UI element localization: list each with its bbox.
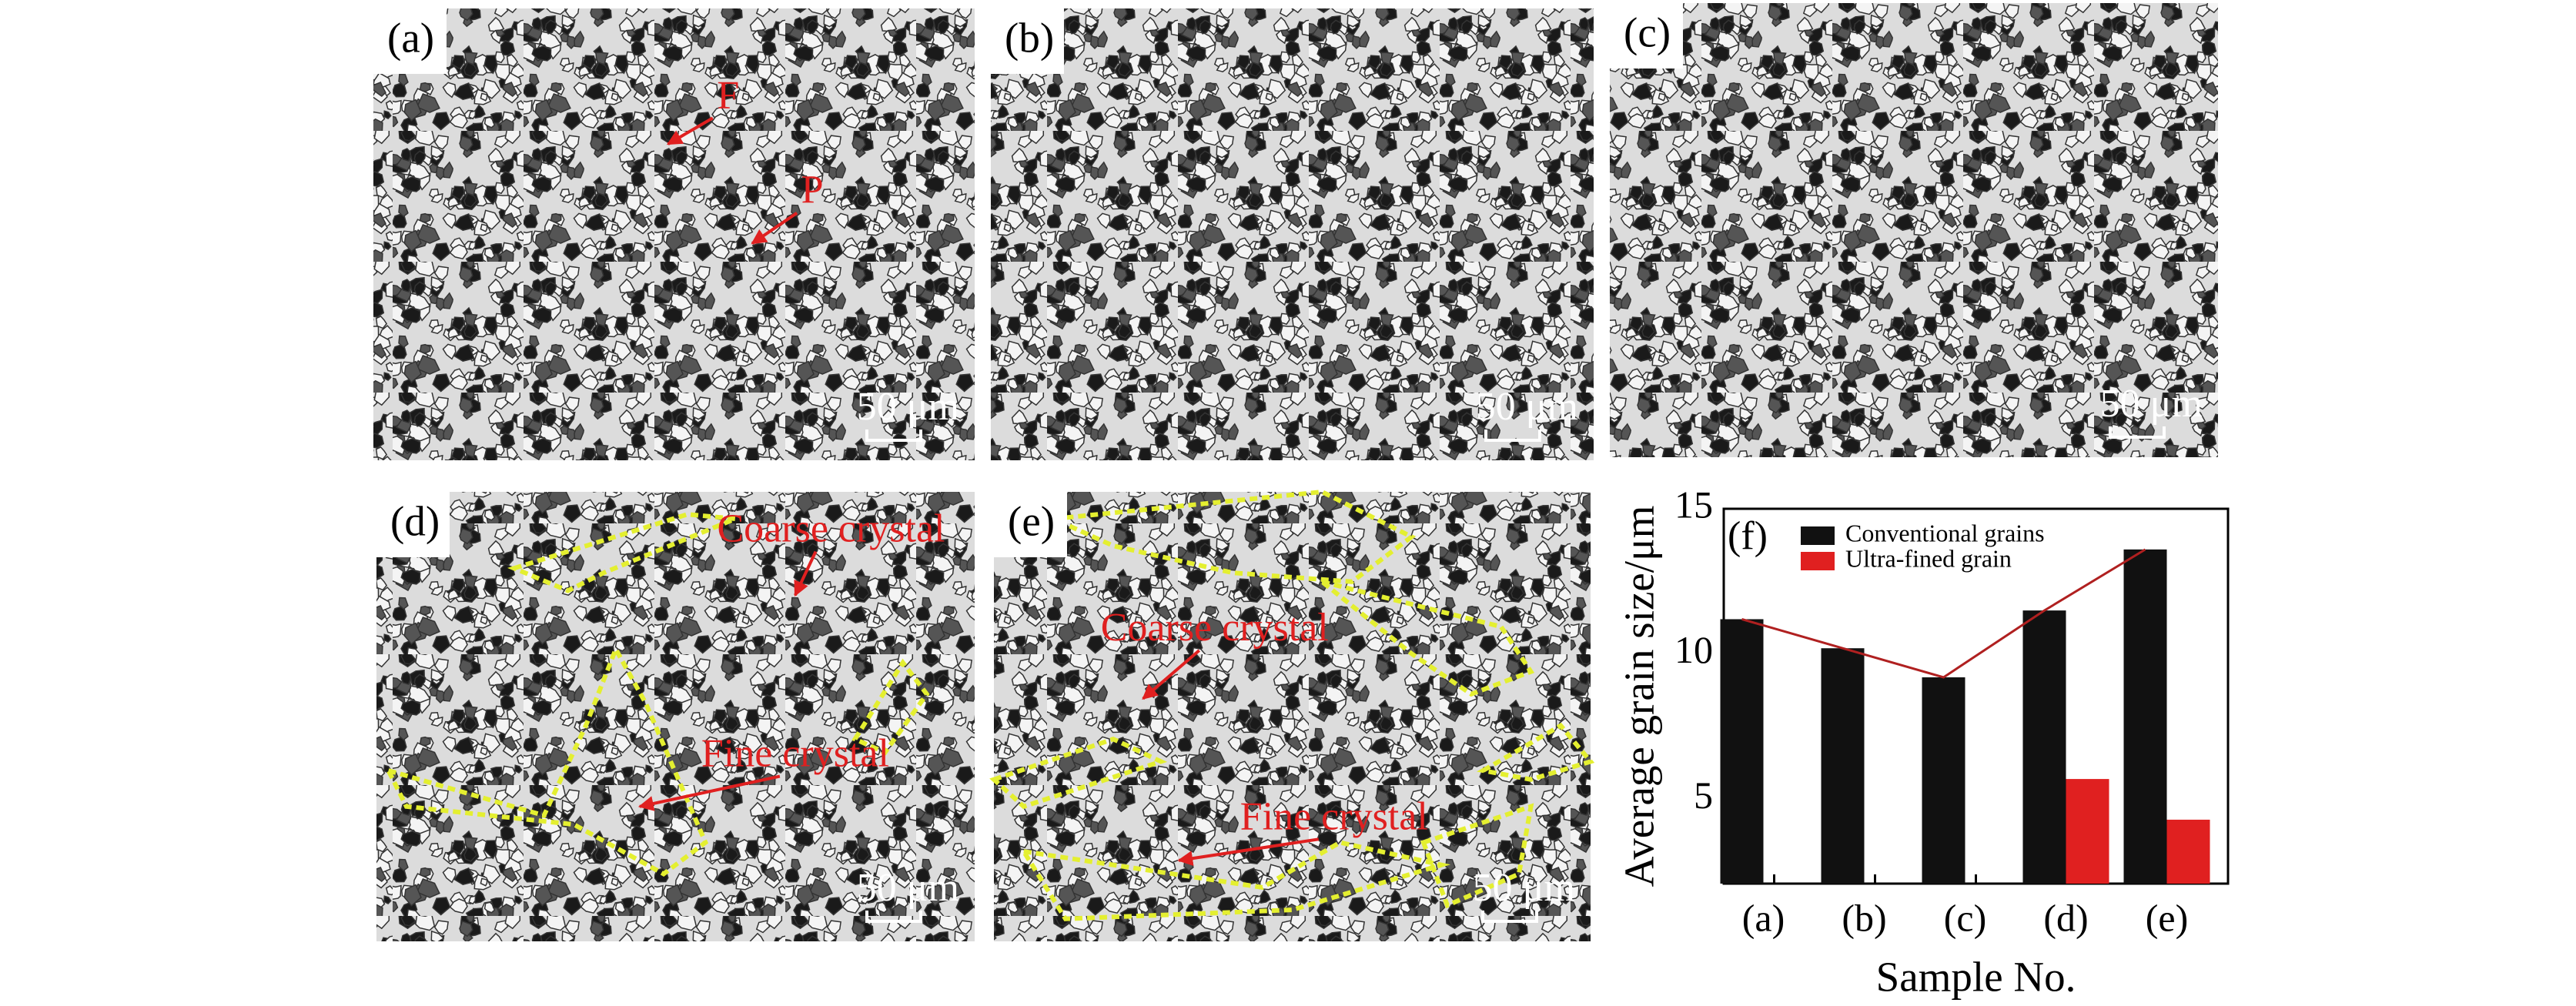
annotation-arrow [666,116,714,145]
panel-label: (c) [1624,9,1671,56]
micrograph [991,8,1594,460]
annotation: Fine crystal [1240,794,1428,838]
x-tick-label: (c) [1944,896,1987,939]
annotation: P [801,169,824,212]
bar [2123,549,2167,884]
x-tick-label: (a) [1742,896,1785,939]
scale-bar [1484,429,1541,442]
region-outline [1045,489,1417,584]
annotation: Fine crystal [701,731,889,775]
y-tick-label: 5 [1694,774,1713,817]
micrograph-panel: (e) 50 μm Coarse crystal Fine crystal [989,489,1595,941]
region-outline [851,658,930,756]
x-tick-label: (b) [1842,896,1886,939]
region-outline [383,643,709,877]
annotation-arrow [751,212,798,245]
label-box [376,492,450,557]
x-tick-label: (e) [2146,896,2189,939]
scale-text: 50 μm [1473,866,1575,910]
micrograph-panel: (b) 50 μm [991,8,1594,460]
annotation-arrow [1177,837,1320,867]
label-box [1610,3,1683,69]
panel-label: (a) [387,15,434,62]
trend-line [1741,548,2146,679]
micrograph [373,8,975,460]
scale-bar [865,911,922,923]
annotation-arrow [637,774,781,811]
bar [1922,677,1965,884]
bar [2022,610,2066,884]
bar [1720,619,1764,884]
scale-bar [865,429,922,442]
region-outline [1320,579,1535,697]
micrograph [994,492,1591,941]
annotation: Coarse crystal [1101,606,1329,650]
scale-text: 50 μm [857,866,959,910]
legend-label: Ultra-fined grain [1845,544,2012,572]
label-box [1726,511,1788,565]
y-tick-label: 15 [1674,483,1713,526]
label-box [373,8,447,74]
panel-label: (d) [390,498,440,545]
legend-label: Conventional grains [1845,519,2045,546]
annotation-arrow [1142,649,1201,700]
legend-swatch [1801,526,1835,545]
panel-label: (b) [1005,15,1054,62]
label-box [991,8,1064,74]
panel-label: (f) [1728,514,1768,558]
region-outline [989,736,1168,810]
y-axis-title: Average grain size/μm [1616,506,1663,887]
panel-label: (e) [1008,498,1055,545]
micrograph-panel: (c) 50 μm [1610,3,2218,457]
scale-text: 50 μm [2100,382,2203,426]
micrograph-panel: (d) 50 μm Coarse crystal Fine crystal [376,492,975,941]
micrograph [1610,3,2218,457]
x-axis-title: Sample No. [1876,954,2076,1001]
label-box [994,492,1067,557]
bar [2166,819,2210,884]
annotation: F [717,73,739,117]
annotation: Coarse crystal [718,506,945,550]
region-outline [1019,840,1451,921]
x-tick-label: (d) [2043,896,2088,939]
scale-bar [2109,426,2166,439]
y-tick-label: 10 [1674,628,1713,671]
micrograph-panel: (a) 50 μm F P [373,8,975,460]
scale-text: 50 μm [1476,385,1578,429]
scale-bar [1481,911,1538,923]
region-outline [1477,722,1595,782]
region-outline [507,512,737,593]
region-outline [1420,803,1534,909]
annotation-arrow [794,550,818,597]
scale-text: 50 μm [857,385,959,429]
bar [2066,779,2109,884]
bar [1821,648,1865,884]
legend-swatch [1801,552,1835,570]
